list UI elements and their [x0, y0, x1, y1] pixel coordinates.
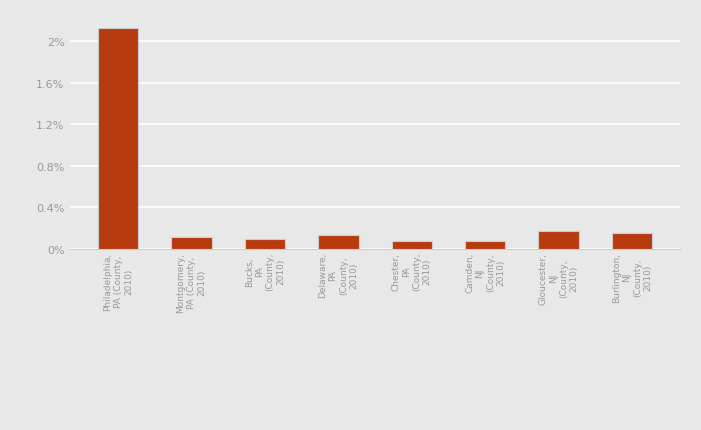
Bar — [245, 240, 285, 249]
Bar — [171, 237, 212, 249]
Bar — [392, 242, 432, 249]
Bar — [318, 236, 358, 249]
Bar — [612, 234, 652, 249]
Bar — [98, 28, 138, 249]
Bar — [465, 241, 505, 249]
Bar — [538, 232, 579, 249]
